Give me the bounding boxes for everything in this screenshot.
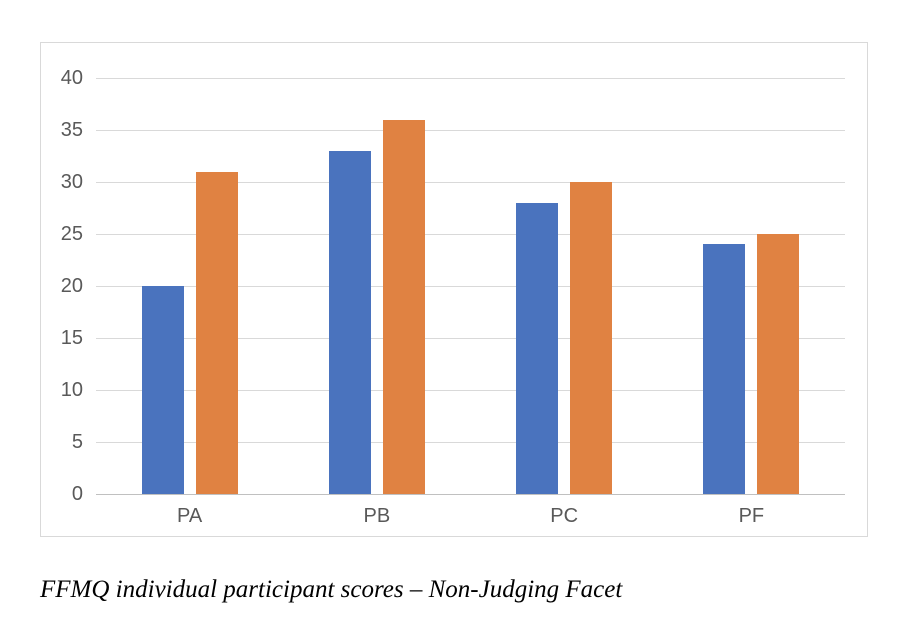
x-axis-line	[96, 494, 845, 495]
x-tick-label: PB	[363, 505, 391, 527]
gridline	[96, 442, 845, 443]
bar-series-2-pf	[757, 234, 800, 494]
bar-series-1-pb	[328, 150, 371, 494]
gridline	[96, 234, 845, 235]
plot-area	[96, 78, 845, 495]
y-tick-label: 40	[60, 67, 83, 89]
y-axis-labels: 0 5 10 15 20 25 30 35 40	[41, 68, 83, 504]
bar-series-1-pf	[703, 244, 746, 494]
bar-chart: 0 5 10 15 20 25 30 35 40 PA PB PC PF	[40, 42, 868, 537]
y-tick-label: 30	[60, 171, 83, 193]
gridline	[96, 286, 845, 287]
bar-series-2-pc	[570, 182, 613, 494]
gridline	[96, 390, 845, 391]
y-tick-label: 0	[71, 483, 83, 505]
x-tick-label: PF	[738, 505, 765, 527]
bar-series-1-pc	[516, 202, 559, 494]
x-axis-labels: PA PB PC PF	[96, 506, 845, 534]
y-tick-label: 15	[60, 327, 83, 349]
bar-series-1-pa	[141, 286, 184, 494]
y-tick-label: 35	[60, 119, 83, 141]
y-tick-label: 10	[60, 379, 83, 401]
bar-series-2-pb	[382, 119, 425, 494]
y-tick-label: 25	[60, 223, 83, 245]
gridline	[96, 182, 845, 183]
x-tick-label: PA	[177, 505, 203, 527]
x-tick-label: PC	[550, 505, 579, 527]
y-tick-label: 20	[60, 275, 83, 297]
y-tick-label: 5	[71, 431, 83, 453]
bar-series-2-pa	[195, 171, 238, 494]
gridline	[96, 338, 845, 339]
gridline	[96, 78, 845, 79]
gridline	[96, 130, 845, 131]
figure-caption: FFMQ individual participant scores – Non…	[40, 576, 623, 603]
